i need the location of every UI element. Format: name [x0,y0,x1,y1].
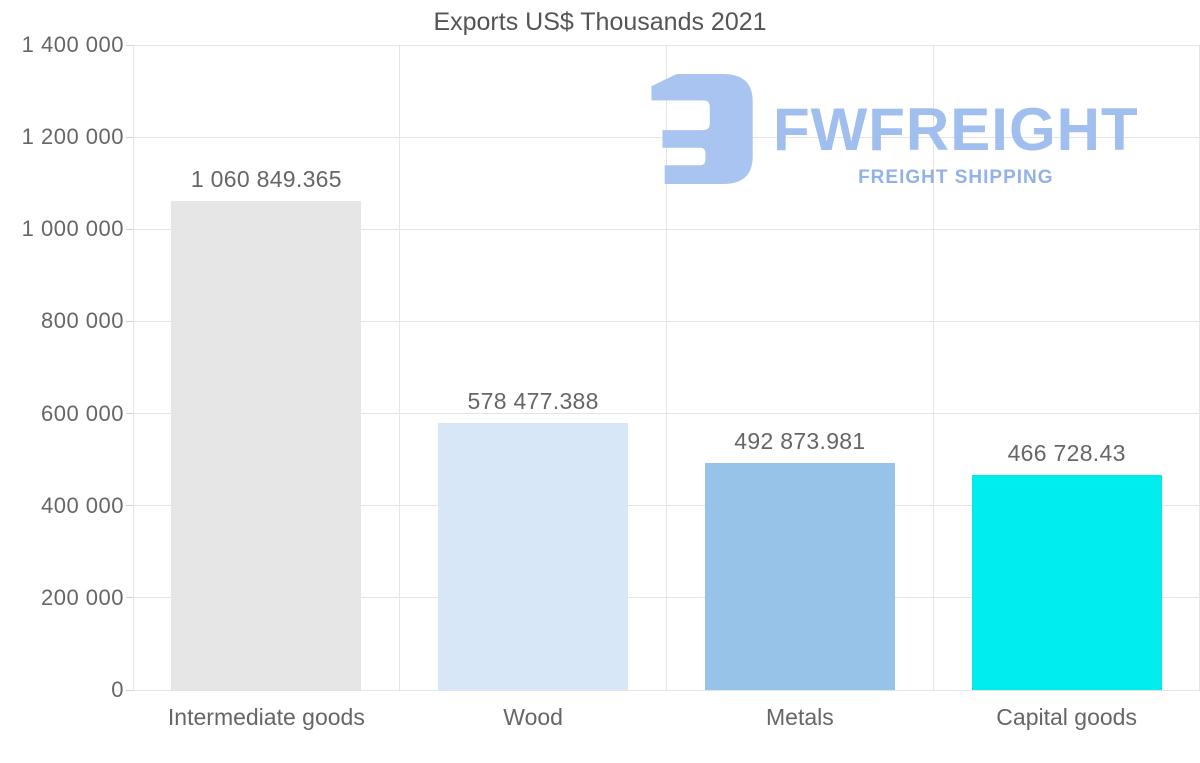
gridline-horizontal [133,689,1200,691]
y-axis-tick-label: 200 000 [40,584,124,610]
bar-intermediate-goods[interactable] [171,201,362,690]
y-axis-tick-label: 1 400 000 [21,32,124,57]
brand-name: FWFREIGHT [773,96,1139,163]
x-axis-label: Metals [766,704,834,730]
bar-wood[interactable] [438,423,629,690]
y-axis-tick-label: 1 000 000 [21,216,124,242]
x-axis-label: Capital goods [996,704,1137,730]
y-axis-tick-label: 1 200 000 [21,124,124,150]
y-axis-tick [126,505,133,507]
bar-value-label: 492 873.981 [734,428,866,454]
y-axis-tick [126,413,133,415]
fwfreight-logo-icon [651,74,753,184]
y-axis-tick [126,689,133,691]
bar-metals[interactable] [704,463,895,690]
bar-value-label: 466 728.43 [1007,440,1126,466]
brand-tagline: FREIGHT SHIPPING [858,167,1054,188]
y-axis-tick-label: 400 000 [40,492,124,518]
gridline-vertical [666,45,667,690]
y-axis-tick [126,597,133,599]
y-axis-tick [126,320,133,322]
fwfreight-logo-text: FWFREIGHT FREIGHT SHIPPING [773,100,1139,189]
chart-title: Exports US$ Thousands 2021 [433,8,767,36]
gridline-vertical [399,45,401,690]
y-axis-tick-label: 0 [111,677,124,702]
fwfreight-watermark: FWFREIGHT FREIGHT SHIPPING [645,64,1139,189]
gridline-vertical [932,45,934,690]
x-axis-label: Wood [503,704,563,730]
y-axis-tick [126,228,133,230]
y-axis-tick [126,44,133,46]
bar-value-label: 1 060 849.365 [190,166,342,192]
y-axis-tick-label: 600 000 [40,400,124,426]
y-axis-tick-label: 800 000 [40,308,124,334]
y-axis-tick [126,136,133,138]
x-axis-label: Intermediate goods [167,704,365,730]
gridline-vertical [1198,45,1200,690]
bar-value-label: 578 477.388 [467,388,599,414]
bar-capital-goods[interactable] [971,475,1162,690]
fwfreight-logo-icon-path [651,74,753,184]
y-axis-line [132,45,134,690]
